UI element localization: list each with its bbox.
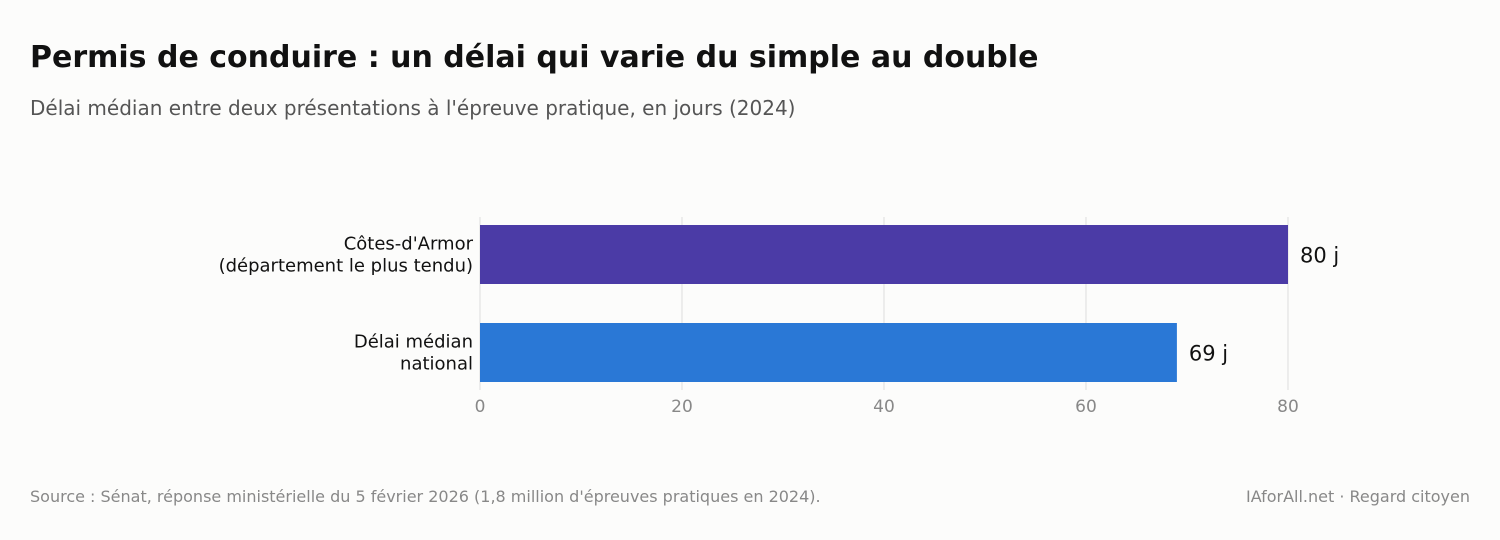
bar-value-label: 69 j [1189,342,1228,366]
credit-note: IAforAll.net · Regard citoyen [1245,487,1470,506]
bar [480,225,1288,284]
x-axis-tick-labels: 0 20 40 60 80 [475,397,1299,417]
category-label: Côtes-d'Armor (département le plus tendu) [219,234,474,277]
category-labels: Côtes-d'Armor (département le plus tendu)… [219,234,474,375]
chart-title: Permis de conduire : un délai qui varie … [30,40,1039,75]
x-tick-label: 0 [475,397,486,417]
category-label: Délai médian national [354,332,473,375]
x-tick-label: 20 [671,397,693,417]
bars [480,225,1288,382]
bar [480,323,1177,382]
x-tick-label: 40 [873,397,895,417]
bar-value-label: 80 j [1300,244,1339,268]
x-tick-label: 60 [1075,397,1097,417]
source-note: Source : Sénat, réponse ministérielle du… [30,487,821,506]
value-labels: 80 j 69 j [1189,244,1339,366]
chart-subtitle: Délai médian entre deux présentations à … [30,96,796,120]
x-tick-label: 80 [1277,397,1299,417]
